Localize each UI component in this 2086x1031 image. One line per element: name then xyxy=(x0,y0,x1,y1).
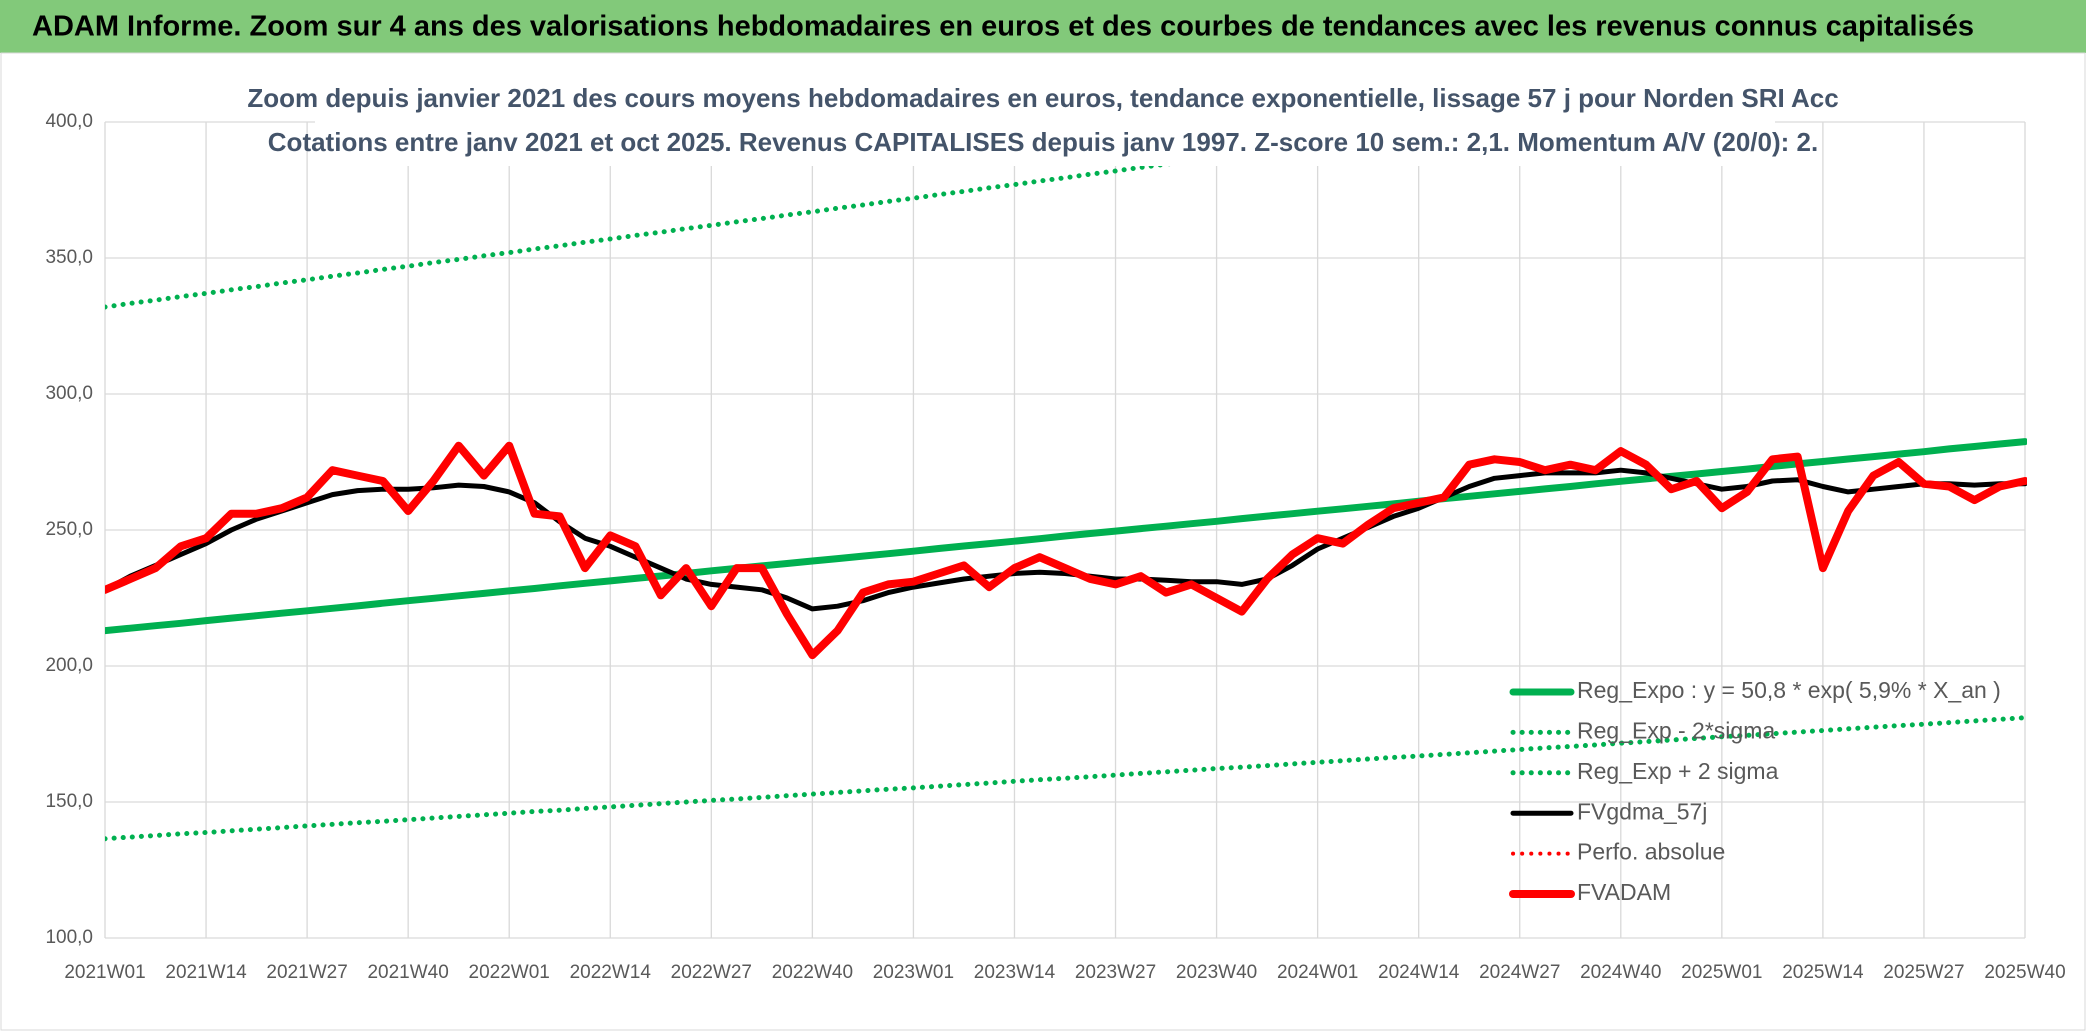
x-tick-label: 2022W27 xyxy=(671,962,752,983)
x-tick-label: 2021W40 xyxy=(367,962,448,983)
header-title: ADAM Informe. Zoom sur 4 ans des valoris… xyxy=(32,11,1974,43)
series-line xyxy=(105,438,2027,635)
x-tick-label: 2022W14 xyxy=(570,962,652,983)
x-tick-label: 2023W14 xyxy=(974,962,1056,983)
y-tick-label: 250,0 xyxy=(45,519,93,540)
y-tick-label: 200,0 xyxy=(45,655,93,676)
legend-label: Reg_Exp - 2*sigma xyxy=(1577,717,1775,743)
y-tick-label: 300,0 xyxy=(45,383,93,404)
x-tick-label: 2025W40 xyxy=(1984,962,2065,983)
x-tick-label: 2024W14 xyxy=(1378,962,1460,983)
x-tick-label: 2022W40 xyxy=(772,962,853,983)
x-tick-label: 2023W01 xyxy=(873,962,954,983)
x-tick-label: 2024W27 xyxy=(1479,962,1560,983)
header-band xyxy=(0,0,2086,53)
x-tick-label: 2025W01 xyxy=(1681,962,1762,983)
x-tick-label: 2021W14 xyxy=(165,962,247,983)
chart-title: Zoom depuis janvier 2021 des cours moyen… xyxy=(247,83,1838,113)
series-line xyxy=(105,441,2027,660)
x-tick-label: 2024W40 xyxy=(1580,962,1661,983)
series-line xyxy=(105,715,2027,842)
x-tick-label: 2021W01 xyxy=(64,962,145,983)
chart-subtitle: Cotations entre janv 2021 et oct 2025. R… xyxy=(268,127,1818,157)
legend-label: FVADAM xyxy=(1577,879,1671,905)
chart-border xyxy=(0,52,2086,1031)
legend-label: Reg_Expo : y = 50,8 * exp( 5,9% * X_an ) xyxy=(1577,677,2001,703)
x-tick-label: 2023W40 xyxy=(1176,962,1257,983)
x-tick-label: 2021W27 xyxy=(266,962,347,983)
legend-label: Reg_Exp + 2 sigma xyxy=(1577,758,1779,784)
x-tick-label: 2025W27 xyxy=(1883,962,1964,983)
y-tick-label: 100,0 xyxy=(45,927,93,948)
x-tick-label: 2025W14 xyxy=(1782,962,1864,983)
x-tick-label: 2024W01 xyxy=(1277,962,1358,983)
y-tick-label: 400,0 xyxy=(45,111,93,132)
title-backdrop xyxy=(315,78,1775,166)
x-tick-label: 2023W27 xyxy=(1075,962,1156,983)
x-tick-label: 2022W01 xyxy=(469,962,550,983)
y-tick-label: 350,0 xyxy=(45,247,93,268)
y-tick-label: 150,0 xyxy=(45,791,93,812)
legend-label: Perfo. absolue xyxy=(1577,839,1725,865)
legend-label: FVgdma_57j xyxy=(1577,798,1707,824)
